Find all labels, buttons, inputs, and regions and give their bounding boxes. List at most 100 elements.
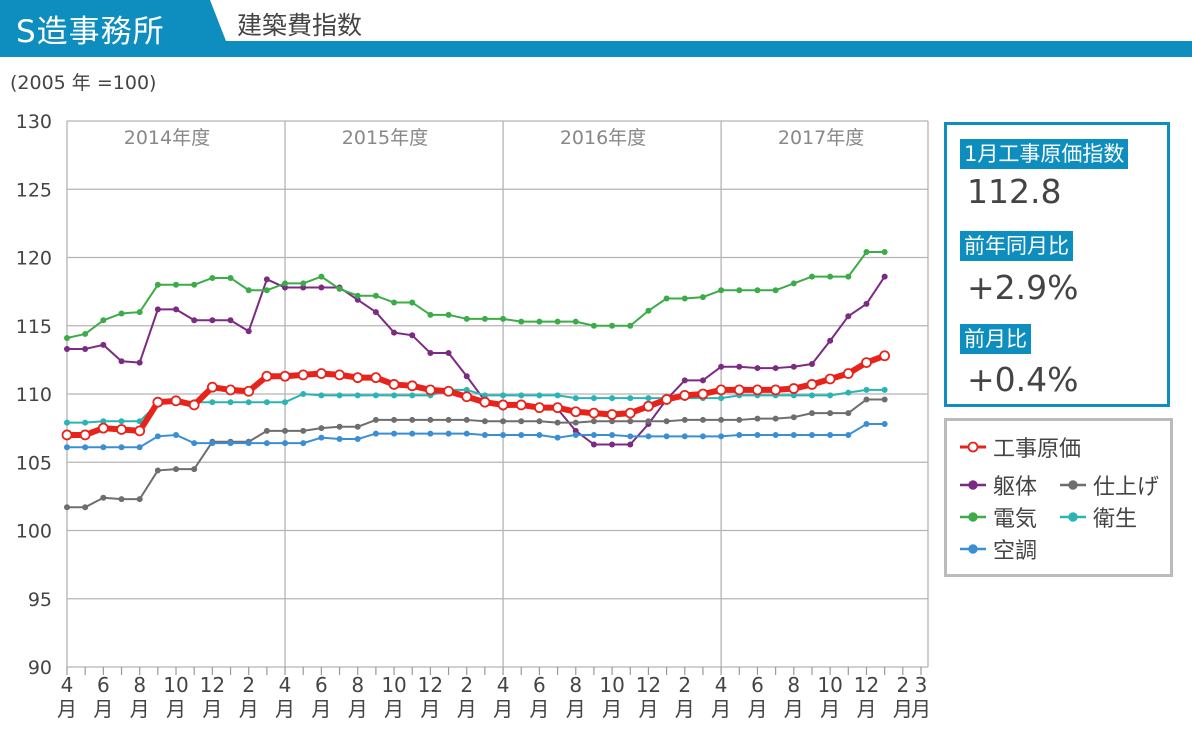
x-tick-label: 2 [678,673,691,697]
data-point-電気 [173,281,180,288]
data-point-電気 [500,315,507,322]
data-point-衛生 [808,392,815,399]
index-label: 1月工事原価指数 [960,139,1129,169]
x-tick-label: 12 [636,673,661,697]
data-point-工事原価 [497,399,509,411]
data-point-躯体 [845,313,852,320]
data-point-衛生 [82,419,89,426]
x-tick-unit: 月 [202,697,222,721]
data-point-空調 [645,433,652,440]
data-point-衛生 [409,392,416,399]
data-point-空調 [136,444,143,451]
data-point-衛生 [100,418,107,425]
yoy-label: 前年同月比 [960,231,1073,261]
data-point-空調 [536,431,543,438]
data-point-空調 [282,440,289,447]
data-point-工事原価 [624,407,636,419]
legend-label: 電気 [993,507,1038,532]
data-point-電気 [718,287,725,294]
data-point-工事原価 [606,409,618,420]
data-point-電気 [82,330,89,337]
x-tick-unit: 月 [566,697,586,721]
legend-label: 仕上げ [1093,475,1160,500]
data-point-電気 [409,299,416,306]
page-title: 建築費指数 [237,11,363,40]
data-point-仕上げ [645,418,652,425]
data-point-電気 [808,273,815,280]
data-point-空調 [82,444,89,451]
data-point-衛生 [718,395,725,402]
x-tick-unit: 月 [675,697,695,721]
fiscal-year-label: 2015年度 [342,127,428,149]
data-point-工事原価 [225,384,236,396]
data-point-仕上げ [554,419,561,426]
data-point-仕上げ [300,427,307,434]
data-point-躯体 [227,317,234,324]
mom-label: 前月比 [960,324,1031,354]
data-point-仕上げ [263,427,270,434]
data-point-電気 [100,317,107,324]
data-point-電気 [681,295,688,302]
data-point-工事原価 [352,372,364,384]
data-point-電気 [372,292,379,299]
x-tick-unit: 月 [457,697,477,721]
data-point-空調 [827,431,834,438]
data-point-衛生 [64,419,70,426]
data-point-工事原価 [752,384,763,396]
x-tick-label: 8 [569,673,582,697]
data-point-電気 [391,299,398,306]
data-point-衛生 [391,392,398,399]
data-point-工事原価 [479,396,491,408]
index-value: 112.8 [967,172,1062,211]
legend-marker-icon [960,512,986,522]
data-point-工事原価 [679,389,691,401]
x-tick-unit: 月 [529,697,549,721]
x-tick-unit: 月 [856,697,876,721]
data-point-空調 [227,440,234,447]
legend-item-電気: 電気 [959,501,1037,533]
fiscal-year-label: 2014年度 [124,127,210,149]
data-point-仕上げ [445,416,452,423]
data-point-工事原価 [643,400,654,412]
data-point-仕上げ [173,466,180,473]
data-point-躯体 [64,345,70,352]
data-point-仕上げ [191,466,198,473]
data-point-空調 [372,430,379,437]
legend-label: 工事原価 [993,437,1082,462]
base-year-note: (2005 年 =100) [10,72,157,94]
data-point-電気 [354,292,361,299]
legend: 工事原価 躯体 仕上げ 電気 衛生 空調 [944,418,1173,577]
data-point-電気 [318,273,325,280]
data-point-仕上げ [699,416,706,423]
data-point-工事原価 [715,384,727,396]
data-point-仕上げ [881,396,888,403]
legend-marker-icon [960,441,986,453]
x-tick-unit: 月 [747,697,767,721]
data-point-空調 [627,433,634,440]
legend-label: 躯体 [993,475,1038,500]
data-point-躯体 [808,360,815,367]
data-point-電気 [590,322,597,329]
data-point-空調 [391,430,398,437]
data-point-電気 [154,281,161,288]
data-point-仕上げ [518,418,525,425]
data-point-電気 [699,294,706,301]
legend-marker-icon [1060,512,1086,522]
data-point-空調 [100,444,107,451]
data-point-衛生 [263,399,270,406]
x-tick-label: 2 [242,673,255,697]
y-tick-label: 105 [16,452,52,474]
data-point-仕上げ [100,494,107,501]
data-point-工事原価 [824,373,836,385]
data-point-空調 [881,421,888,428]
header-band [0,41,1192,57]
data-point-工事原価 [788,383,800,394]
x-tick-unit: 月 [57,697,77,721]
x-tick-unit: 月 [711,697,731,721]
data-point-仕上げ [354,423,361,430]
data-point-仕上げ [572,419,579,426]
data-point-電気 [263,287,270,294]
data-point-電気 [118,310,125,317]
data-point-躯体 [427,350,434,357]
data-point-空調 [481,431,488,438]
